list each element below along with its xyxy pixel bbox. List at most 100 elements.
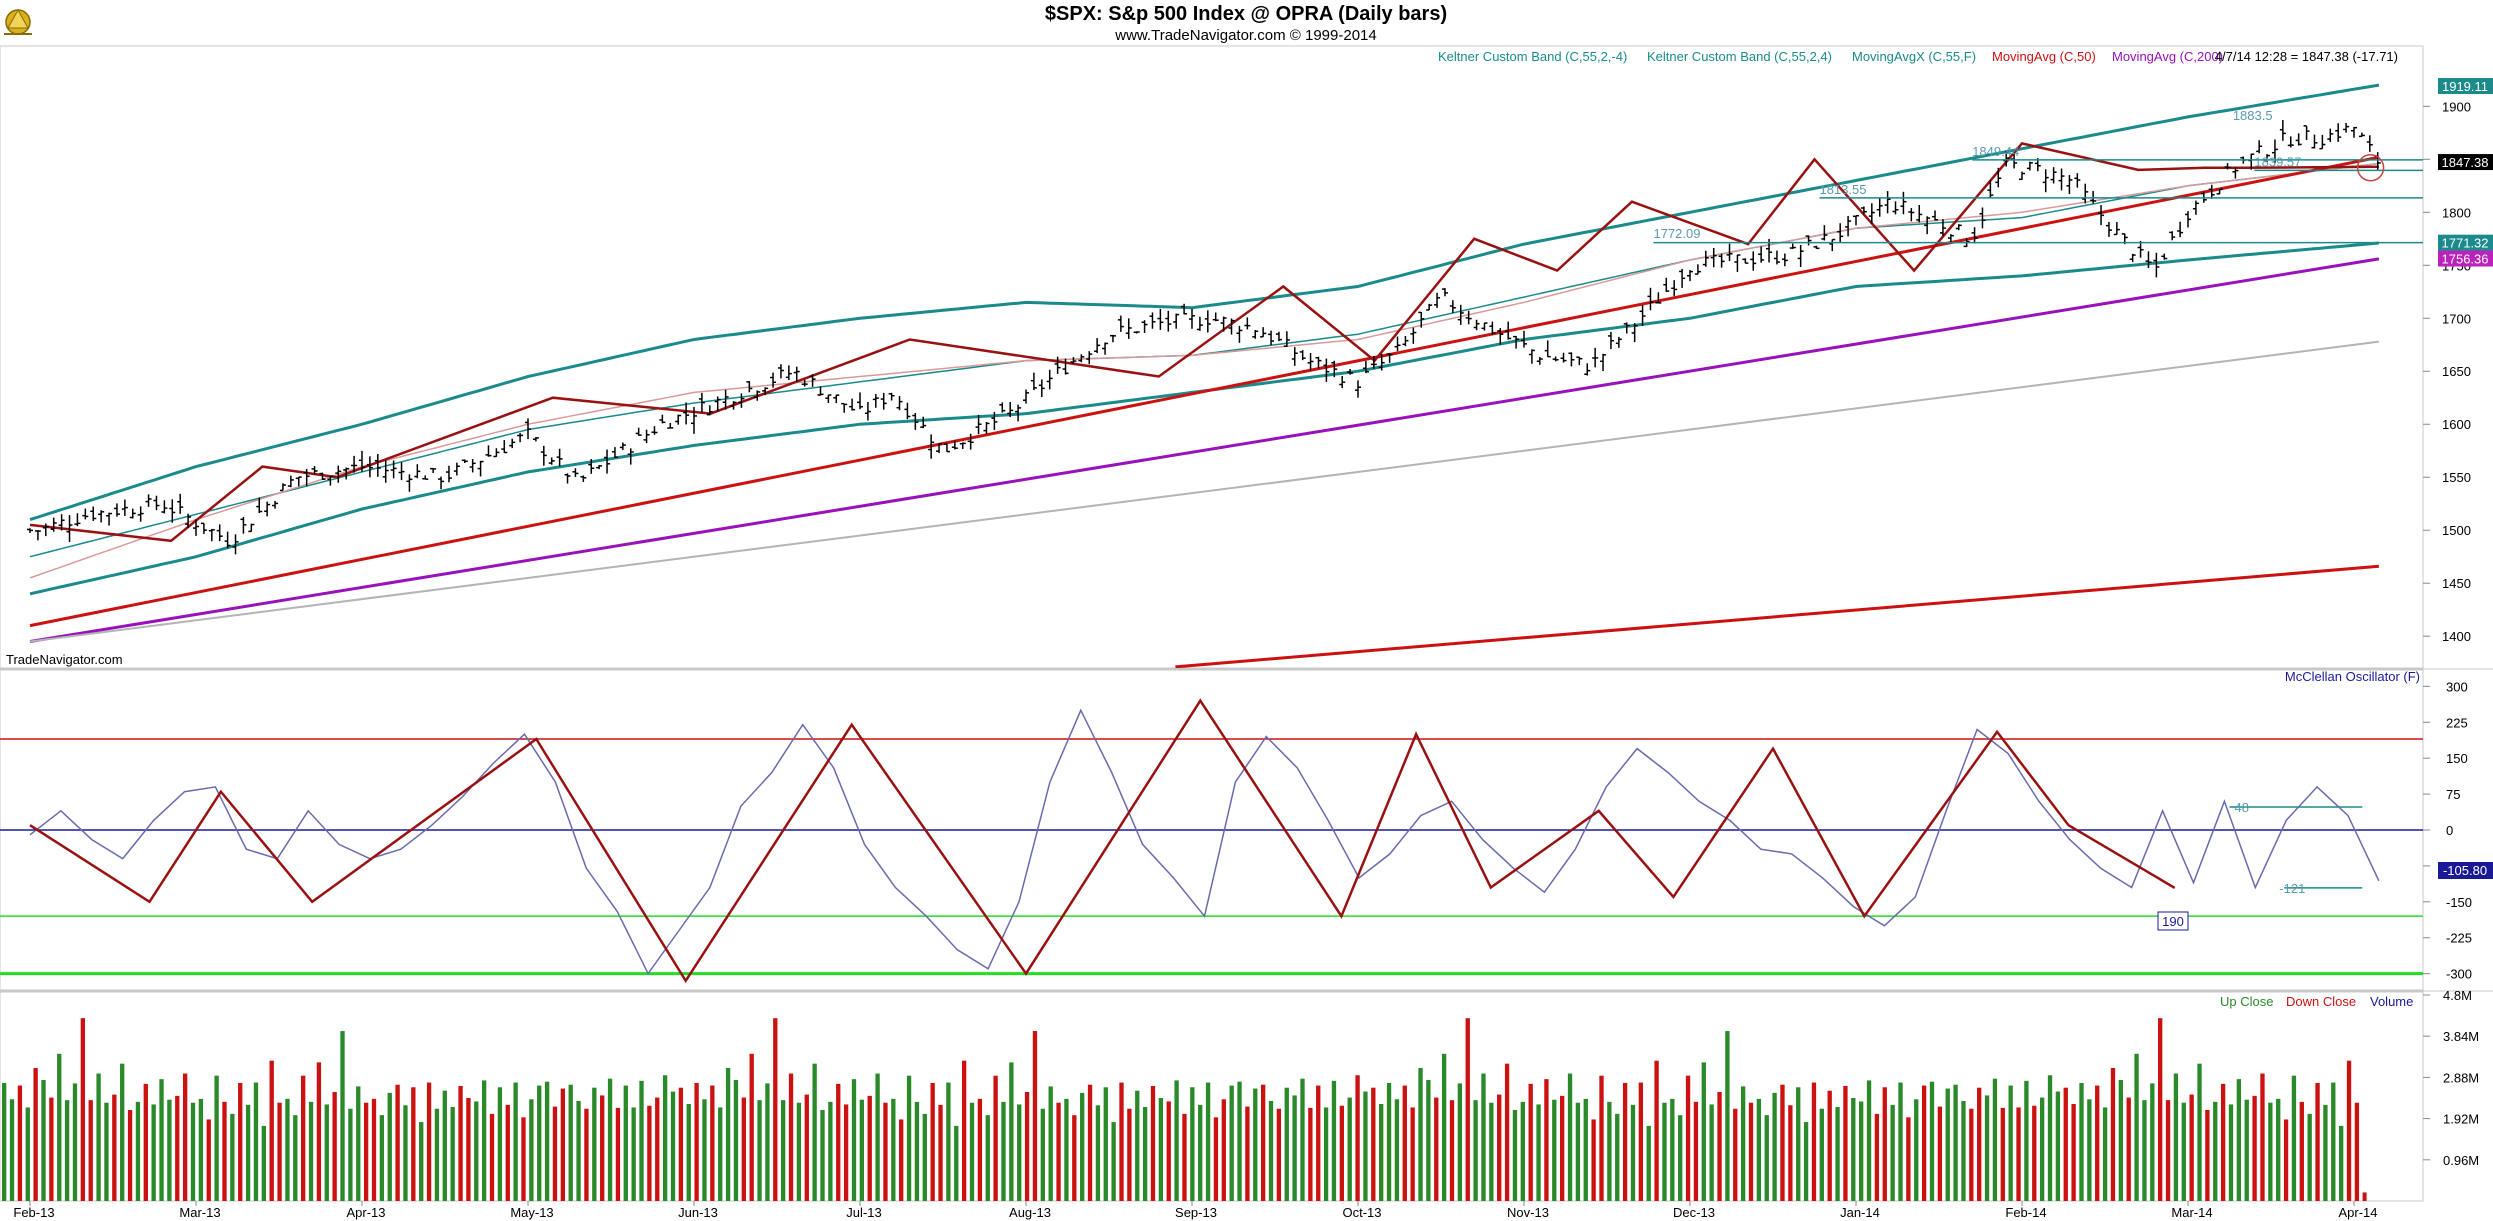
price-bar — [1157, 308, 1164, 330]
volume-bar — [1914, 1099, 1919, 1201]
price-bar — [216, 524, 223, 542]
x-tick-label: Jan-14 — [1840, 1205, 1880, 1220]
price-bar — [2177, 221, 2184, 238]
volume-bar — [1780, 1084, 1785, 1201]
volume-bar — [796, 1102, 802, 1201]
volume-bar — [269, 1060, 274, 1201]
price-bar — [1552, 356, 1559, 362]
volume-bar — [1142, 1107, 1148, 1201]
volume-bar — [2189, 1094, 2194, 1201]
price-bar — [746, 380, 753, 393]
volume-bar — [938, 1104, 943, 1201]
volume-bar — [749, 1053, 754, 1201]
volume-bar — [348, 1108, 353, 1201]
price-bar — [714, 396, 721, 412]
volume-bar — [1268, 1101, 1274, 1201]
price-bar — [580, 475, 587, 482]
price-bar — [1710, 247, 1717, 268]
volume-bar — [1111, 1122, 1116, 1201]
highlight-circle — [2356, 154, 2385, 182]
price-bar — [351, 455, 358, 473]
price-bar — [572, 468, 579, 477]
price-bar — [1339, 376, 1346, 389]
volume-bar — [1127, 1108, 1132, 1201]
volume-bar — [214, 1075, 219, 1201]
price-bar — [588, 459, 595, 474]
price-bar — [943, 443, 950, 453]
price-bar — [1742, 258, 1749, 264]
volume-bar — [1992, 1078, 1998, 1201]
volume-bar — [458, 1085, 463, 1201]
volume-bar — [1064, 1098, 1069, 1201]
volume-bar — [1969, 1108, 1974, 1201]
price-bar — [1094, 338, 1101, 354]
volume-bar — [725, 1067, 731, 1201]
price-bar — [414, 464, 421, 479]
price-bar — [611, 447, 618, 459]
volume-bar — [1654, 1060, 1659, 1201]
price-bar — [1860, 206, 1867, 215]
price-bar — [58, 514, 65, 531]
volume-bar — [2173, 1073, 2179, 1201]
volume-bar — [363, 1102, 369, 1201]
price-bar — [2066, 174, 2073, 195]
osc-tick-label: -150 — [2446, 895, 2472, 910]
volume-bar — [1355, 1075, 1360, 1201]
price-bar — [185, 513, 192, 528]
volume-bar — [442, 1090, 447, 1201]
price-bar — [343, 467, 350, 480]
x-tick-label: Dec-13 — [1673, 1205, 1715, 1220]
volume-bar — [2276, 1098, 2281, 1201]
volume-bar — [1473, 1100, 1478, 1201]
volume-bar — [780, 1100, 786, 1201]
volume-bar — [1465, 1018, 1470, 1201]
price-bar — [1868, 203, 1875, 224]
volume-bar — [1670, 1098, 1675, 1201]
price-bars — [27, 120, 2381, 555]
price-bar — [1038, 379, 1045, 397]
volume-bar — [1599, 1075, 1604, 1201]
volume-bar — [1961, 1101, 1966, 1201]
volume-bar — [159, 1079, 164, 1201]
price-bar — [730, 401, 737, 410]
price-bar — [327, 475, 334, 486]
volume-bar — [1638, 1082, 1644, 1201]
price-tag-text: 1847.38 — [2442, 155, 2489, 170]
volume-bar — [1347, 1097, 1352, 1201]
price-bar — [967, 433, 974, 450]
volume-bar — [1166, 1101, 1171, 1201]
volume-bar — [1607, 1101, 1612, 1201]
oscillator-box-label: 190 — [2157, 911, 2189, 931]
price-bar — [2145, 251, 2152, 268]
price-bar — [2192, 200, 2199, 215]
x-tick-label: Mar-14 — [2171, 1205, 2212, 1220]
price-bar — [1481, 322, 1488, 331]
volume-bar — [395, 1084, 400, 1201]
volume-bar — [403, 1105, 408, 1201]
volume-bar — [1371, 1087, 1376, 1201]
price-tag-box — [2438, 154, 2493, 171]
price-level-label: 1772.09 — [1653, 226, 1700, 241]
volume-bar — [1441, 1053, 1447, 1201]
price-bar — [809, 374, 816, 387]
volume-bar — [2213, 1101, 2218, 1201]
price-bar — [113, 503, 120, 517]
price-bar — [1434, 292, 1441, 308]
price-bar — [1687, 270, 1693, 282]
price-bar — [1829, 238, 1836, 252]
volume-bar — [1843, 1085, 1848, 1201]
price-bar — [1046, 369, 1053, 390]
volume-bar — [2331, 1082, 2336, 1201]
price-tick-label: 1800 — [2442, 205, 2471, 220]
price-bar — [1378, 353, 1385, 371]
price-bar — [2019, 171, 2025, 181]
price-bar — [74, 513, 81, 527]
volume-bar — [222, 1101, 227, 1201]
price-bar — [1916, 204, 1923, 223]
price-bar — [1971, 227, 1978, 244]
volume-bar — [544, 1081, 550, 1201]
volume-bar — [96, 1073, 101, 1201]
price-bar — [335, 465, 342, 483]
volume-bar — [552, 1106, 558, 1201]
volume-bar — [1284, 1087, 1289, 1201]
